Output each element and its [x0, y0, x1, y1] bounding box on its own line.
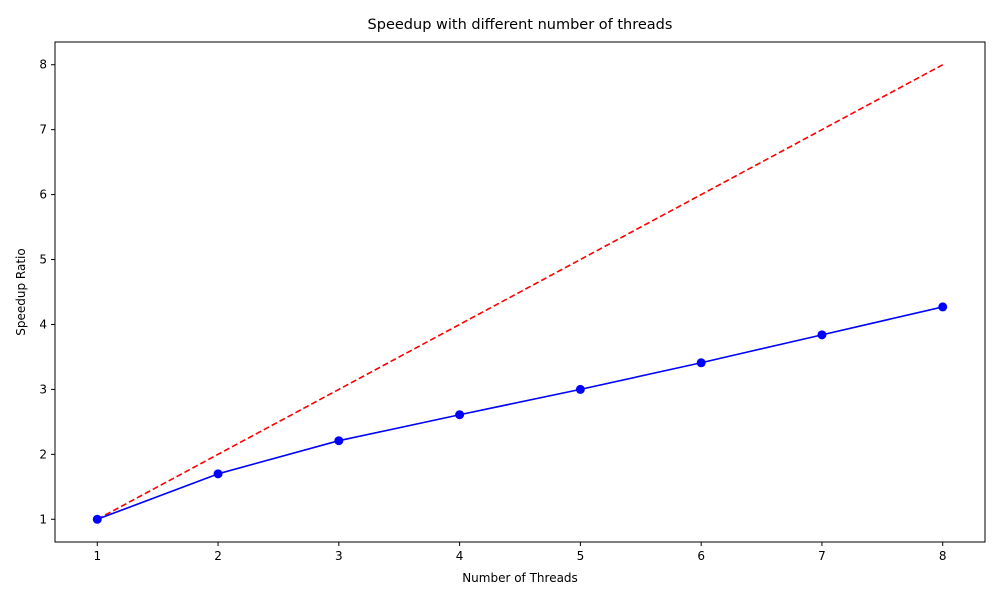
x-tick-label: 2 — [214, 549, 222, 563]
plot-frame — [54, 41, 986, 543]
ideal-speedup-line — [96, 64, 944, 520]
plot-area — [92, 64, 948, 524]
x-axis-label: Number of Threads — [462, 571, 578, 585]
y-axis: 1 2 3 4 5 6 7 8 — [39, 58, 55, 526]
x-tick-label: 5 — [577, 549, 585, 563]
x-tick-label: 1 — [93, 549, 101, 563]
y-tick-label: 5 — [39, 253, 47, 267]
x-tick-label: 8 — [939, 549, 947, 563]
y-axis-label: Speedup Ratio — [14, 248, 28, 335]
data-point-marker — [92, 514, 102, 524]
data-point-marker — [817, 330, 827, 340]
y-tick-label: 7 — [39, 123, 47, 137]
data-point-marker — [213, 469, 223, 479]
data-point-marker — [938, 302, 948, 312]
y-tick-label: 3 — [39, 382, 47, 396]
x-tick-label: 4 — [456, 549, 464, 563]
y-tick-label: 8 — [39, 58, 47, 72]
y-tick-label: 4 — [39, 317, 47, 331]
y-tick-label: 6 — [39, 188, 47, 202]
x-tick-label: 6 — [697, 549, 705, 563]
x-axis: 1 2 3 4 5 6 7 8 — [93, 542, 947, 563]
x-tick-label: 7 — [818, 549, 826, 563]
y-tick-label: 2 — [39, 447, 47, 461]
data-point-marker — [575, 384, 585, 394]
data-point-marker — [696, 358, 706, 368]
y-tick-label: 1 — [39, 512, 47, 526]
x-tick-label: 3 — [335, 549, 343, 563]
measured-speedup-line — [96, 306, 943, 521]
chart-title: Speedup with different number of threads — [368, 17, 673, 33]
data-point-marker — [334, 436, 344, 446]
data-point-marker — [455, 410, 465, 420]
